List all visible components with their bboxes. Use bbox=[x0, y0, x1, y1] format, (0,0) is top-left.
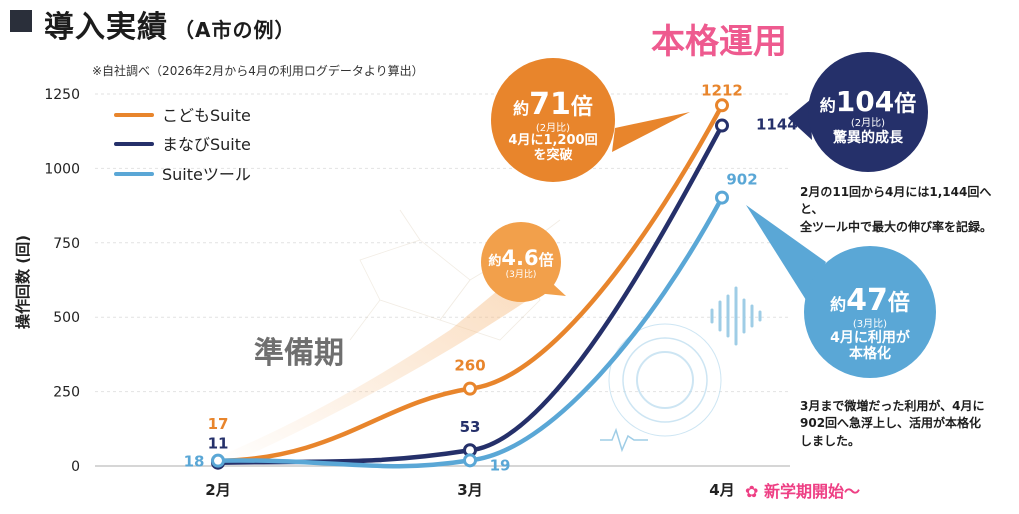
y-tick-label: 500 bbox=[53, 310, 80, 326]
x-tick-label: 3月 bbox=[457, 481, 482, 499]
title-subtitle: （A市の例） bbox=[174, 18, 296, 42]
data-point bbox=[211, 453, 225, 468]
data-point bbox=[715, 98, 729, 113]
y-tick-label: 750 bbox=[53, 236, 80, 252]
mar-suffix: 倍 bbox=[538, 251, 554, 269]
decor-pulse bbox=[600, 427, 648, 453]
manabi-line1: 驚異的成長 bbox=[833, 129, 903, 146]
callout-manabi-text: 約104倍 (2月比) 驚異的成長 bbox=[808, 85, 928, 146]
kodomo-prefix: 約 bbox=[513, 99, 530, 118]
kodomo-suffix: 倍 bbox=[570, 95, 593, 120]
suite-suffix: 倍 bbox=[887, 291, 910, 316]
manabi-description: 2月の11回から4月には1,144回へと、 全ツール中で最大の伸び率を記録。 bbox=[800, 184, 1012, 236]
data-label: 19 bbox=[490, 456, 511, 474]
data-label: 11 bbox=[208, 435, 229, 453]
y-tick-label: 1250 bbox=[44, 87, 80, 103]
data-point bbox=[463, 381, 477, 396]
callout-march-text: 約4.6倍 (3月比) bbox=[481, 246, 561, 280]
suite-description: 3月まで微増だった利用が、4月に 902回へ急浮上し、活用が本格化 しました。 bbox=[800, 398, 1012, 450]
x-tick-label: 4月 bbox=[709, 481, 734, 499]
data-point bbox=[463, 453, 477, 468]
data-label: 902 bbox=[726, 171, 757, 189]
manabi-suffix: 倍 bbox=[894, 92, 917, 117]
suite-note-line2: 902回へ急浮上し、活用が本格化 bbox=[800, 416, 982, 431]
y-tick-label: 1000 bbox=[44, 161, 80, 177]
suite-basis: (3月比) bbox=[852, 318, 888, 330]
phase-label-prep: 準備期 bbox=[254, 336, 344, 371]
callout-march-4-6x bbox=[481, 222, 566, 302]
page-title: 導入実績 （A市の例） bbox=[44, 2, 295, 46]
kodomo-line1: 4月に1,200回 bbox=[508, 133, 598, 148]
suite-prefix: 約 bbox=[830, 295, 847, 314]
suite-line2: 本格化 bbox=[849, 346, 891, 363]
mar-basis: (3月比) bbox=[505, 270, 537, 281]
kodomo-line2: を突破 bbox=[533, 147, 573, 163]
y-tick-label: 250 bbox=[53, 385, 80, 401]
suite-multiplier: 47 bbox=[846, 283, 888, 318]
semester-start-label: ✿ 新学期開始～ bbox=[745, 478, 860, 502]
kodomo-multiplier: 71 bbox=[529, 87, 571, 122]
callout-kodomo-71x bbox=[491, 58, 690, 182]
flower-icon: ✿ bbox=[745, 482, 764, 501]
callout-kodomo-text: 約71倍 (2月比) 4月に1,200回 を突破 bbox=[493, 87, 613, 164]
legend-label-manabi: まなびSuite bbox=[162, 135, 251, 154]
y-axis-label: 操作回数 (回) bbox=[14, 235, 32, 329]
data-label: 1212 bbox=[701, 81, 743, 99]
x-tick-label: 2月 bbox=[205, 481, 230, 499]
mar-prefix: 約 bbox=[488, 254, 502, 269]
callout-suite-47x bbox=[746, 205, 936, 378]
suite-note-line3: しました。 bbox=[800, 433, 861, 448]
phase-label-main: 本格運用 bbox=[651, 22, 787, 62]
y-tick-label: 0 bbox=[71, 459, 80, 475]
callout-suite-text: 約47倍 (3月比) 4月に利用が 本格化 bbox=[808, 283, 932, 363]
callout-manabi-104x bbox=[788, 52, 928, 172]
manabi-note-line1: 2月の11回から4月には1,144回へと、 bbox=[800, 185, 992, 217]
title-text: 導入実績 bbox=[44, 10, 168, 45]
legend-label-suite: Suiteツール bbox=[162, 165, 251, 184]
decor-rings bbox=[608, 323, 722, 437]
kodomo-basis: (2月比) bbox=[535, 122, 571, 134]
series-line-2 bbox=[215, 195, 725, 469]
series-line-1 bbox=[215, 123, 725, 465]
data-point bbox=[715, 118, 729, 133]
data-label: 53 bbox=[460, 418, 481, 436]
legend: こどもSuite まなびSuite Suiteツール bbox=[114, 106, 251, 184]
semester-start-text: 新学期開始～ bbox=[763, 482, 860, 501]
data-label: 1144 bbox=[756, 116, 798, 134]
manabi-note-line2: 全ツール中で最大の伸び率を記録。 bbox=[800, 219, 993, 234]
mar-multiplier: 4.6 bbox=[501, 246, 539, 270]
data-label: 17 bbox=[208, 415, 229, 433]
data-label: 260 bbox=[454, 357, 485, 375]
suite-note-line1: 3月まで微増だった利用が、4月に bbox=[800, 399, 985, 413]
manabi-multiplier: 104 bbox=[835, 85, 895, 118]
source-note: ※自社調べ（2026年2月から4月の利用ログデータより算出） bbox=[92, 64, 424, 78]
data-label: 18 bbox=[184, 453, 205, 471]
decor-wave bbox=[710, 286, 762, 346]
manabi-prefix: 約 bbox=[819, 96, 836, 115]
manabi-basis: (2月比) bbox=[850, 118, 886, 130]
data-point bbox=[715, 190, 729, 205]
series-line-0 bbox=[215, 103, 725, 464]
suite-line1: 4月に利用が bbox=[830, 330, 910, 346]
legend-label-kodomo: こどもSuite bbox=[162, 106, 251, 125]
header-square-icon bbox=[10, 10, 32, 32]
